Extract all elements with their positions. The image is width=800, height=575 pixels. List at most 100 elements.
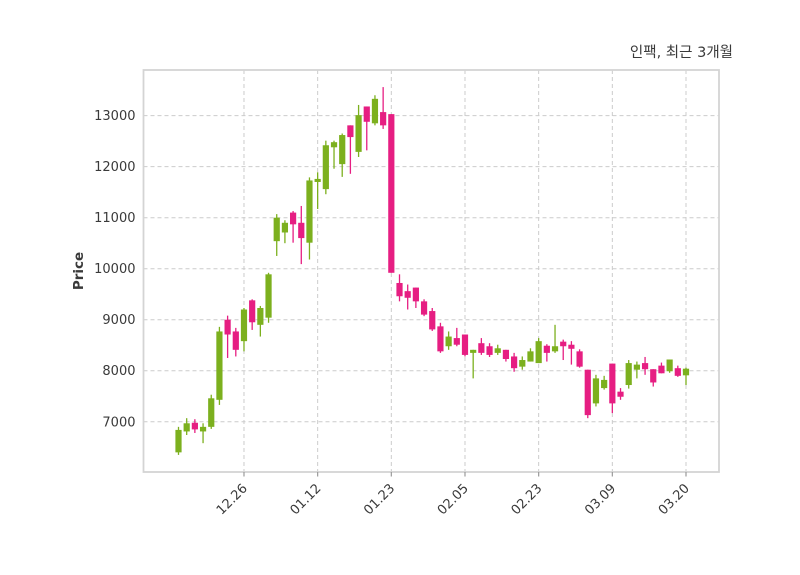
y-tick-label: 13000	[94, 109, 135, 124]
candle-body	[224, 319, 231, 335]
candle-body	[175, 429, 182, 453]
grid-layer	[143, 70, 719, 472]
candle	[658, 362, 665, 374]
candle	[470, 349, 477, 379]
x-tick-label: 03.09	[582, 481, 619, 518]
candle	[371, 95, 379, 126]
candle	[437, 322, 444, 353]
candle	[420, 299, 428, 317]
candle	[339, 133, 346, 177]
candle-body	[199, 426, 207, 432]
candle	[682, 367, 690, 386]
candle	[249, 299, 256, 330]
candle	[453, 327, 460, 347]
candle	[265, 272, 272, 323]
y-tick-label: 8000	[102, 364, 135, 379]
candle-body	[617, 391, 624, 397]
candle	[445, 331, 452, 350]
candle-body	[511, 356, 518, 369]
candle-body	[478, 343, 485, 353]
candle-body	[347, 125, 354, 138]
candle-body	[339, 135, 346, 165]
candle-body	[437, 326, 444, 352]
candle	[535, 338, 542, 364]
x-tick-label: 01.12	[288, 481, 325, 518]
candle-body	[216, 331, 223, 400]
candle	[281, 220, 289, 244]
candle-body	[494, 348, 501, 353]
candle	[625, 360, 632, 389]
candle	[674, 365, 681, 377]
candle-body	[584, 369, 591, 416]
candle-body	[535, 341, 542, 364]
candle-body	[658, 365, 665, 374]
candle-body	[470, 349, 477, 353]
candle	[380, 87, 387, 129]
candle	[347, 125, 354, 174]
candle	[183, 418, 190, 436]
candle-body	[273, 217, 280, 242]
candle-body	[249, 300, 256, 323]
y-tick-label: 9000	[102, 313, 135, 328]
candle	[191, 419, 198, 433]
candle	[396, 274, 403, 302]
candle	[584, 369, 591, 419]
candle	[289, 211, 297, 243]
candle-body	[519, 360, 526, 367]
candle	[560, 339, 567, 361]
candle	[322, 140, 329, 195]
candle	[404, 284, 411, 310]
candle-body	[371, 98, 379, 124]
candle	[527, 348, 534, 362]
candle	[609, 363, 616, 414]
candle-body	[330, 142, 338, 148]
candle	[601, 375, 608, 390]
candle	[494, 344, 501, 355]
candle	[543, 344, 550, 362]
candle-body	[560, 341, 567, 347]
candle-body	[298, 222, 305, 239]
candle-body	[576, 351, 583, 367]
candle	[208, 394, 215, 429]
candle-body	[625, 363, 632, 386]
candle-body	[306, 180, 313, 243]
candle-body	[257, 307, 264, 325]
candle-body	[551, 346, 559, 352]
candle-body	[355, 115, 362, 152]
chart-title: 인팩, 최근 3개월	[630, 44, 733, 61]
candle-body	[429, 311, 436, 330]
candle	[592, 374, 600, 407]
candle	[199, 423, 207, 444]
candle-body	[527, 351, 534, 362]
candle	[568, 341, 575, 365]
candle-body	[420, 301, 428, 315]
y-tick-label: 12000	[94, 160, 135, 175]
candle-body	[453, 338, 460, 345]
candle-body	[396, 282, 403, 297]
candle	[666, 359, 673, 373]
y-tick-label: 7000	[102, 415, 135, 430]
candle	[650, 369, 657, 387]
candle	[486, 343, 493, 357]
candle-body	[322, 145, 329, 190]
candle-body	[314, 178, 321, 182]
candle-body	[183, 423, 190, 432]
candle	[330, 140, 338, 169]
candle	[273, 214, 280, 256]
candle-body	[592, 378, 600, 404]
candle	[306, 177, 313, 260]
candle-body	[289, 212, 297, 225]
candle	[633, 361, 640, 379]
candle	[617, 388, 624, 400]
candle	[429, 307, 436, 331]
candle	[388, 114, 395, 273]
candle-body	[502, 349, 510, 360]
candle-body	[208, 398, 215, 427]
candle-body	[486, 346, 493, 355]
candle	[355, 104, 362, 157]
candle-body	[568, 344, 575, 349]
x-tick-label: 03.20	[656, 481, 693, 518]
candle-body	[682, 368, 690, 376]
candle	[232, 327, 239, 357]
